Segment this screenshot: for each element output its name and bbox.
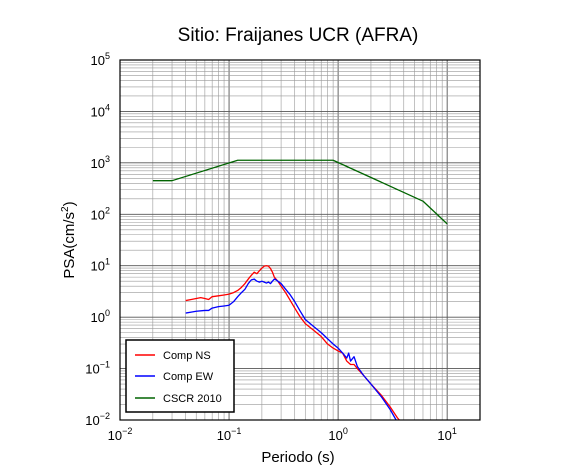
series-line-0 (185, 265, 401, 420)
y-tick-label: 103 (91, 154, 110, 171)
x-tick-exp: −1 (231, 426, 241, 436)
legend: Comp NS Comp EW CSCR 2010 (125, 339, 235, 413)
series-layer (152, 159, 448, 420)
x-tick-base: 10 (108, 428, 122, 443)
y-tick-exp: 5 (105, 51, 110, 61)
y-tick-base: 10 (91, 156, 105, 171)
x-tick-labels: 10−2 10−1 100 101 (108, 426, 457, 443)
legend-label-ew: Comp EW (163, 371, 214, 383)
x-tick-base: 10 (437, 428, 451, 443)
chart-title: Sitio: Fraijanes UCR (AFRA) (178, 25, 419, 46)
x-tick-label: 101 (437, 426, 456, 443)
y-axis-label: PSA(cm/s2) (60, 201, 78, 278)
x-tick-base: 10 (328, 428, 342, 443)
x-tick-base: 10 (217, 428, 231, 443)
grid (119, 59, 481, 421)
y-tick-exp: 4 (105, 102, 110, 112)
x-tick-exp: −2 (122, 426, 132, 436)
y-tick-base: 10 (91, 259, 105, 274)
x-axis-label: Periodo (s) (261, 449, 334, 466)
x-tick-label: 100 (328, 426, 347, 443)
y-tick-base: 10 (85, 413, 99, 428)
y-tick-base: 10 (91, 207, 105, 222)
x-tick-exp: 1 (452, 426, 457, 436)
x-tick-label: 10−1 (217, 426, 242, 443)
y-tick-label: 10−1 (85, 360, 110, 377)
y-tick-base: 10 (91, 53, 105, 68)
y-tick-label: 100 (91, 308, 110, 325)
y-tick-label: 104 (91, 102, 110, 119)
y-tick-exp: 3 (105, 154, 110, 164)
legend-label-ns: Comp NS (163, 350, 211, 362)
y-axis-label-close: ) (61, 201, 78, 206)
x-tick-exp: 0 (343, 426, 348, 436)
y-tick-base: 10 (91, 104, 105, 119)
y-tick-exp: 1 (105, 257, 110, 267)
plot-frame (119, 59, 481, 421)
y-tick-exp: −2 (100, 411, 110, 421)
y-tick-base: 10 (91, 310, 105, 325)
legend-label-cscr: CSCR 2010 (163, 393, 222, 405)
y-tick-base: 10 (85, 362, 99, 377)
y-axis-label-base: PSA(cm/s (61, 212, 78, 279)
x-tick-label: 10−2 (108, 426, 133, 443)
y-tick-label: 10−2 (85, 411, 110, 428)
y-tick-label: 105 (91, 51, 110, 68)
series-line-2 (152, 159, 448, 225)
y-tick-exp: −1 (100, 360, 110, 370)
y-tick-label: 101 (91, 257, 110, 274)
y-axis-label-exp: 2 (60, 206, 71, 212)
y-tick-exp: 0 (105, 308, 110, 318)
y-tick-label: 102 (91, 205, 110, 222)
series-line-1 (185, 278, 397, 420)
y-tick-exp: 2 (105, 205, 110, 215)
